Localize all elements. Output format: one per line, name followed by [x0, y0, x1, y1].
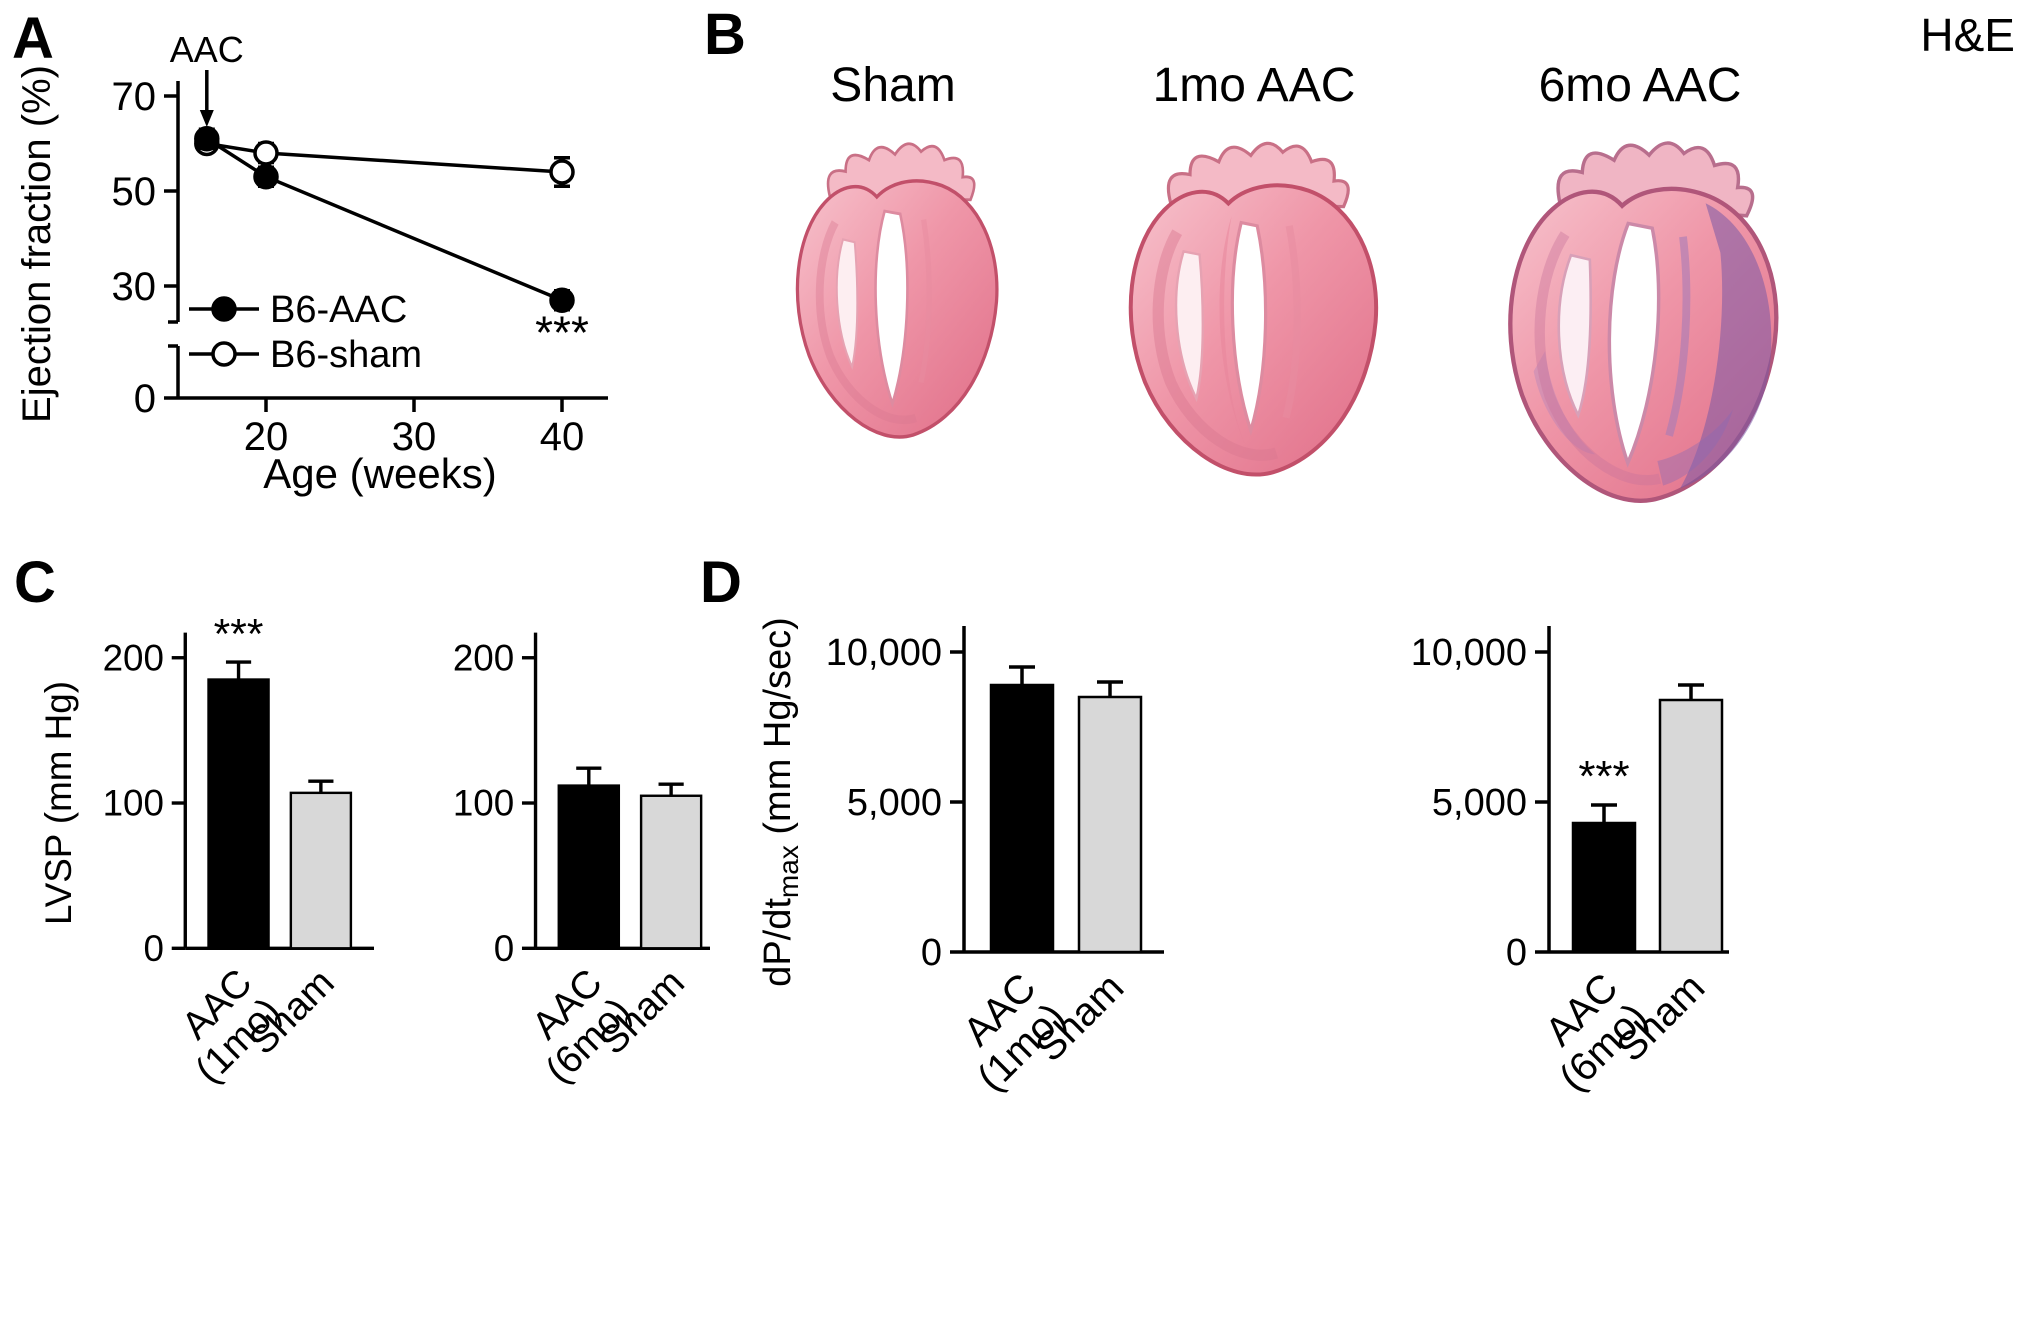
y-tick-label: 50 — [112, 170, 157, 214]
y-tick-label: 200 — [453, 637, 514, 678]
one-month-aac-heart-image — [1128, 141, 1379, 477]
bar-AAC-(1mo) — [989, 683, 1055, 954]
six-month-aac-heart-image — [1508, 141, 1779, 503]
histology-1mo-label: 1mo AAC — [1152, 59, 1356, 112]
y-axis-title: LVSP (mm Hg) — [40, 681, 79, 925]
rv-cavity — [835, 238, 859, 371]
wall-shade — [1534, 231, 1662, 486]
fibrosis-apex — [1657, 409, 1733, 486]
stain-label: H&E — [1920, 9, 2015, 61]
marker-filled-circle — [549, 287, 575, 313]
legend-label: B6-sham — [270, 334, 422, 376]
septum-streak — [1282, 225, 1301, 419]
marker-open-circle — [253, 140, 279, 166]
x-axis-title: Age (weeks) — [263, 450, 496, 497]
y-tick-label: 100 — [453, 783, 514, 824]
dpdt-charts-row: dP/dtmax (mm Hg/sec) 0 5,000 10,000 AAC(1mo)… — [690, 552, 2031, 1117]
aac-arrowhead — [199, 110, 214, 127]
panel-b: B H&E Sham 1mo AAC — [700, 0, 2031, 540]
rv-cavity — [1557, 253, 1593, 419]
lv-cavity — [1230, 220, 1268, 437]
y-tick-label: 5,000 — [847, 782, 942, 824]
panel-d: D dP/dtmax (mm Hg/sec) 0 5,000 10,000 AAC(1m… — [690, 548, 2031, 1328]
panel-b-letter: B — [704, 2, 746, 67]
septum-streak — [1665, 236, 1691, 437]
bar-AAC-(6mo) — [1571, 821, 1637, 954]
significance-marker: *** — [214, 611, 264, 659]
y-tick-label: 0 — [921, 932, 942, 974]
y-tick-label: 0 — [1506, 932, 1527, 974]
y-tick-label: 5,000 — [1432, 782, 1527, 824]
septum-streak — [918, 219, 932, 384]
panel-a: A Ejection fraction (%) Age (weeks) 70 50 30… — [8, 6, 678, 536]
bar-Sham — [1077, 695, 1143, 954]
rv-cavity — [1174, 250, 1204, 403]
y-tick-label: 200 — [103, 637, 164, 678]
histology-row: Sham 1mo AAC — [700, 58, 2031, 517]
histology-sham: Sham — [734, 58, 1052, 465]
legend-marker — [211, 341, 237, 367]
bar-Sham — [289, 791, 353, 950]
marker-open-circle — [549, 159, 575, 185]
significance-marker: *** — [535, 306, 589, 358]
marker-filled-circle — [194, 126, 220, 152]
y-tick-label: 0 — [494, 928, 514, 969]
y-axis-title: dP/dtmax (mm Hg/sec) — [757, 617, 804, 987]
dpdt-1mo-chart: dP/dtmax (mm Hg/sec)05,00010,000AAC(1mo)… — [757, 617, 1164, 1100]
y-tick-label: 0 — [134, 377, 156, 421]
bar-AAC-(1mo) — [207, 678, 270, 950]
y-tick-label: 70 — [112, 75, 157, 119]
x-tick-label: 30 — [392, 415, 437, 459]
bar-AAC-(6mo) — [557, 784, 621, 950]
legend-label: B6-AAC — [270, 289, 407, 331]
bar-Sham — [1658, 698, 1724, 954]
lv-cavity — [1607, 221, 1661, 468]
y-tick-label: 10,000 — [1411, 632, 1527, 674]
histology-1mo-aac: 1mo AAC — [1078, 58, 1430, 501]
histology-sham-label: Sham — [830, 59, 956, 112]
lvsp-charts-row: LVSP (mm Hg) 0 100 200 *** AAC(1mo) Sham 0 100 2… — [10, 552, 710, 1117]
wall-shade — [1152, 229, 1279, 461]
significance-marker: *** — [1578, 752, 1629, 801]
y-axis-title: Ejection fraction (%) — [15, 65, 59, 423]
y-tick-label: 0 — [144, 928, 164, 969]
panel-c: C LVSP (mm Hg) 0 100 200 *** AAC(1mo) Sham 0 10… — [10, 548, 710, 1328]
aac-annotation-label: AAC — [170, 29, 244, 70]
fibrosis-right-wall — [1680, 203, 1772, 489]
panel-a-letter: A — [12, 6, 54, 71]
panel-d-letter: D — [700, 550, 742, 615]
sham-heart-image — [795, 142, 999, 439]
marker-filled-circle — [253, 164, 279, 190]
histology-6mo-label: 6mo AAC — [1538, 59, 1742, 112]
lv-cavity — [874, 209, 909, 409]
fibrosis-left-wall — [1533, 351, 1596, 455]
ejection-fraction-chart: Ejection fraction (%) Age (weeks) 70 50 30 0 2… — [15, 29, 608, 497]
x-tick-label: 20 — [244, 415, 289, 459]
hypertrophy-ring — [1219, 216, 1245, 444]
bar-Sham — [640, 794, 703, 950]
panel-c-letter: C — [14, 550, 56, 615]
y-tick-label: 10,000 — [826, 632, 942, 674]
legend-marker — [211, 296, 237, 322]
y-tick-label: 30 — [112, 265, 157, 309]
y-tick-label: 100 — [103, 783, 164, 824]
x-tick-label: 40 — [540, 415, 585, 459]
histology-6mo-aac: 6mo AAC — [1456, 58, 1824, 517]
wall-shade — [815, 220, 918, 425]
